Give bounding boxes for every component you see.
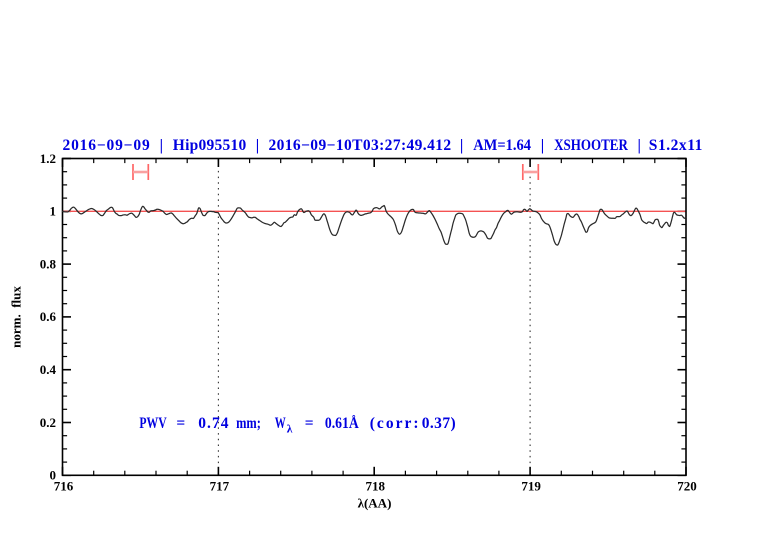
svg-text:|: | bbox=[638, 137, 641, 154]
svg-text:mm;: mm; bbox=[236, 415, 261, 432]
svg-text:717: 717 bbox=[210, 479, 230, 494]
svg-text:1: 1 bbox=[50, 204, 57, 219]
svg-text:=: = bbox=[176, 415, 185, 432]
svg-text:720: 720 bbox=[677, 479, 697, 494]
svg-text:Hip095510: Hip095510 bbox=[173, 137, 247, 154]
svg-text:S1.2x11: S1.2x11 bbox=[649, 137, 703, 154]
svg-text:|: | bbox=[541, 137, 544, 154]
svg-text:W: W bbox=[275, 415, 286, 432]
svg-text:0.4: 0.4 bbox=[40, 362, 57, 377]
svg-text:(corr:: (corr: bbox=[370, 415, 419, 432]
svg-text:2016−09−09: 2016−09−09 bbox=[63, 137, 150, 154]
svg-text:0.37): 0.37) bbox=[422, 415, 456, 432]
svg-text:λ(AA): λ(AA) bbox=[358, 496, 392, 511]
svg-text:λ: λ bbox=[287, 424, 293, 436]
svg-text:1.2: 1.2 bbox=[40, 151, 56, 166]
svg-text:0.74: 0.74 bbox=[198, 415, 229, 432]
svg-text:|: | bbox=[160, 137, 163, 154]
svg-text:norm. flux: norm. flux bbox=[9, 286, 24, 348]
svg-text:2016−09−10T03:27:49.412: 2016−09−10T03:27:49.412 bbox=[269, 137, 452, 154]
svg-text:719: 719 bbox=[521, 479, 541, 494]
svg-text:0.2: 0.2 bbox=[40, 415, 56, 430]
svg-text:|: | bbox=[256, 137, 259, 154]
svg-text:XSHOOTER: XSHOOTER bbox=[554, 137, 628, 154]
svg-text:0.61Å: 0.61Å bbox=[325, 415, 360, 432]
svg-text:718: 718 bbox=[365, 479, 385, 494]
svg-text:0: 0 bbox=[50, 468, 57, 483]
svg-text:0.6: 0.6 bbox=[40, 309, 57, 324]
svg-text:716: 716 bbox=[54, 479, 74, 494]
svg-text:|: | bbox=[460, 137, 463, 154]
svg-text:0.8: 0.8 bbox=[40, 256, 57, 271]
svg-text:AM=1.64: AM=1.64 bbox=[473, 137, 531, 154]
svg-text:=: = bbox=[305, 415, 314, 432]
svg-text:PWV: PWV bbox=[139, 415, 167, 432]
